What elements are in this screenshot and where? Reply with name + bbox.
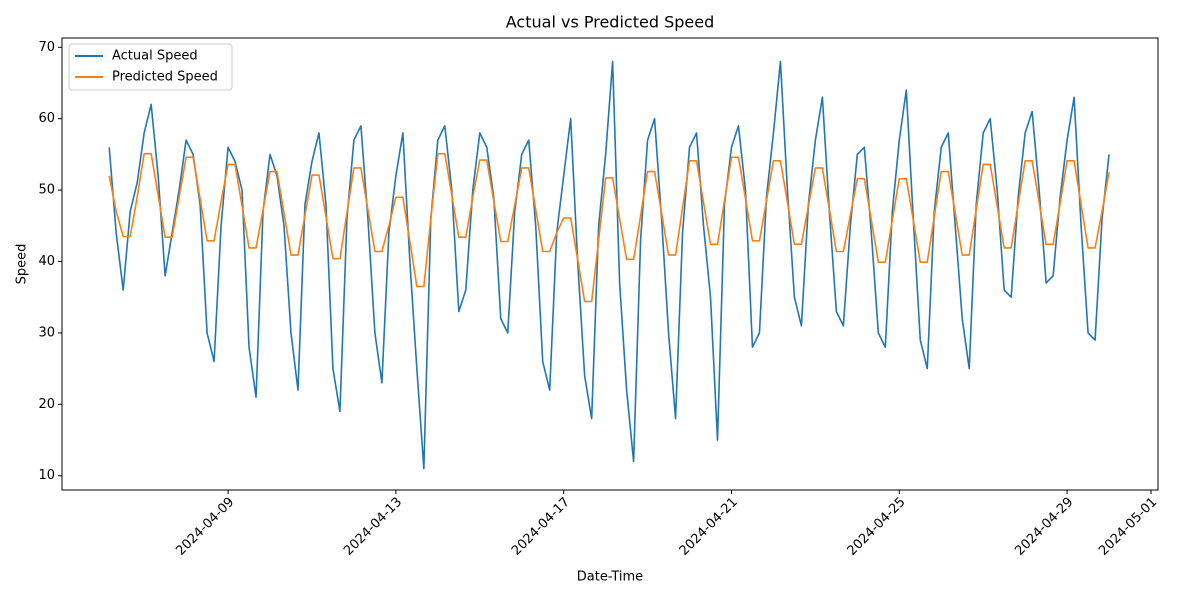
chart-title: Actual vs Predicted Speed — [506, 13, 714, 32]
y-axis-label: Speed — [15, 244, 30, 285]
series-line — [108, 152, 1110, 303]
legend-label: Predicted Speed — [112, 70, 218, 85]
y-tick-label: 40 — [38, 254, 55, 269]
y-tick-label: 30 — [38, 325, 55, 340]
legend-box — [68, 43, 233, 91]
y-tick-label: 20 — [38, 397, 55, 412]
y-tick-label: 10 — [38, 468, 55, 483]
plot-frame — [61, 37, 1159, 491]
y-tick-label: 60 — [38, 111, 55, 126]
x-axis-label: Date-Time — [577, 570, 643, 585]
y-tick-label: 50 — [38, 183, 55, 198]
legend-label: Actual Speed — [112, 49, 198, 64]
y-tick-label: 70 — [38, 40, 55, 55]
